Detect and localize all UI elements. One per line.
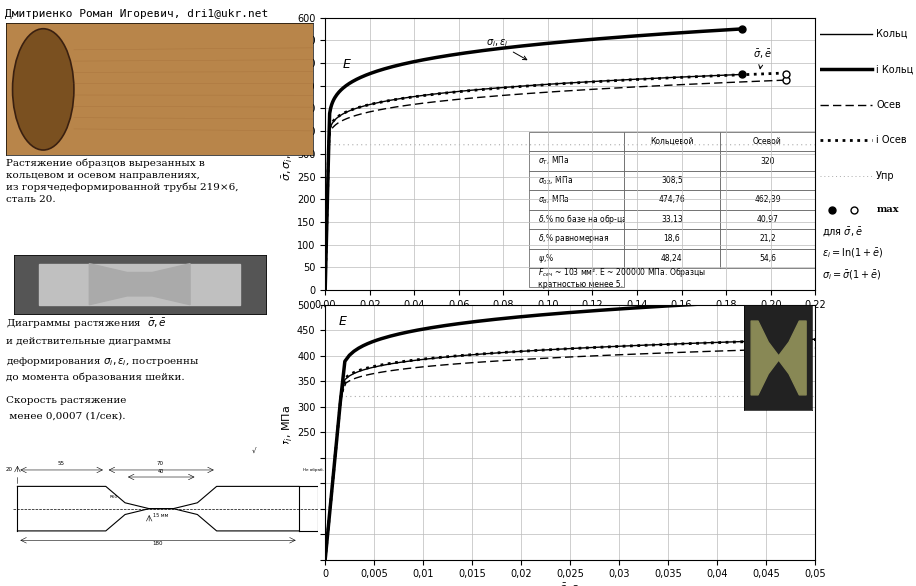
Text: Растяжение образцов вырезанных в
кольцевом и осевом направлениях,
из горячедефор: Растяжение образцов вырезанных в кольцев… [6,158,239,204]
Text: Диаграммы растяжения  $\bar{\sigma}, \bar{e}$: Диаграммы растяжения $\bar{\sigma}, \bar… [6,316,168,331]
Text: Не обраб.: Не обраб. [303,468,324,472]
X-axis label: $\bar{e}, \varepsilon_i$: $\bar{e}, \varepsilon_i$ [559,582,582,586]
Text: до момента образования шейки.: до момента образования шейки. [6,372,185,381]
Text: $\sigma_i, \varepsilon_i$: $\sigma_i, \varepsilon_i$ [485,37,527,60]
Text: R60: R60 [110,495,118,499]
Text: 20: 20 [5,468,13,472]
Text: max: max [877,205,899,214]
Text: для $\bar{\sigma}, \bar{e}$: для $\bar{\sigma}, \bar{e}$ [822,225,863,238]
Text: 15 мм: 15 мм [153,513,168,518]
Text: 70: 70 [157,461,164,466]
Ellipse shape [13,29,74,150]
Text: $\sigma_i = \bar{\sigma}(1+\bar{e})$: $\sigma_i = \bar{\sigma}(1+\bar{e})$ [822,268,881,282]
Text: 40: 40 [158,469,164,475]
Bar [38,264,240,305]
Text: Скорость растяжение: Скорость растяжение [6,396,126,404]
Text: $\varepsilon_i = \ln(1+\bar{e})$: $\varepsilon_i = \ln(1+\bar{e})$ [822,247,883,260]
Text: Осев: Осев [877,100,901,110]
Text: Упр: Упр [877,171,895,180]
Text: Дмитриенко Роман Игоревич, dri1@ukr.net: Дмитриенко Роман Игоревич, dri1@ukr.net [5,9,267,19]
Polygon shape [90,264,191,305]
Text: E: E [343,57,351,70]
Text: 180: 180 [152,541,162,546]
Text: $\bar{\sigma}, \bar{e}$: $\bar{\sigma}, \bar{e}$ [753,49,771,69]
Y-axis label: $\bar{\sigma}, \sigma_i$, МПа: $\bar{\sigma}, \sigma_i$, МПа [281,126,296,182]
X-axis label: $\bar{e}, \varepsilon_i$: $\bar{e}, \varepsilon_i$ [559,312,582,326]
Text: 55: 55 [58,461,64,466]
Text: Кольц: Кольц [877,29,908,39]
Text: и действительные диаграммы: и действительные диаграммы [6,337,171,346]
Text: менее 0,0007 (1/сек).: менее 0,0007 (1/сек). [6,411,125,420]
Y-axis label: $\bar{\sigma}, \sigma_i$, МПа: $\bar{\sigma}, \sigma_i$, МПа [281,404,296,460]
Text: деформирования $\sigma_i, \varepsilon_i$, построенны: деформирования $\sigma_i, \varepsilon_i$… [6,355,200,367]
Text: i Осев: i Осев [877,135,907,145]
Text: E: E [339,315,347,328]
Text: √: √ [251,448,256,455]
Text: i Кольц: i Кольц [877,64,913,74]
